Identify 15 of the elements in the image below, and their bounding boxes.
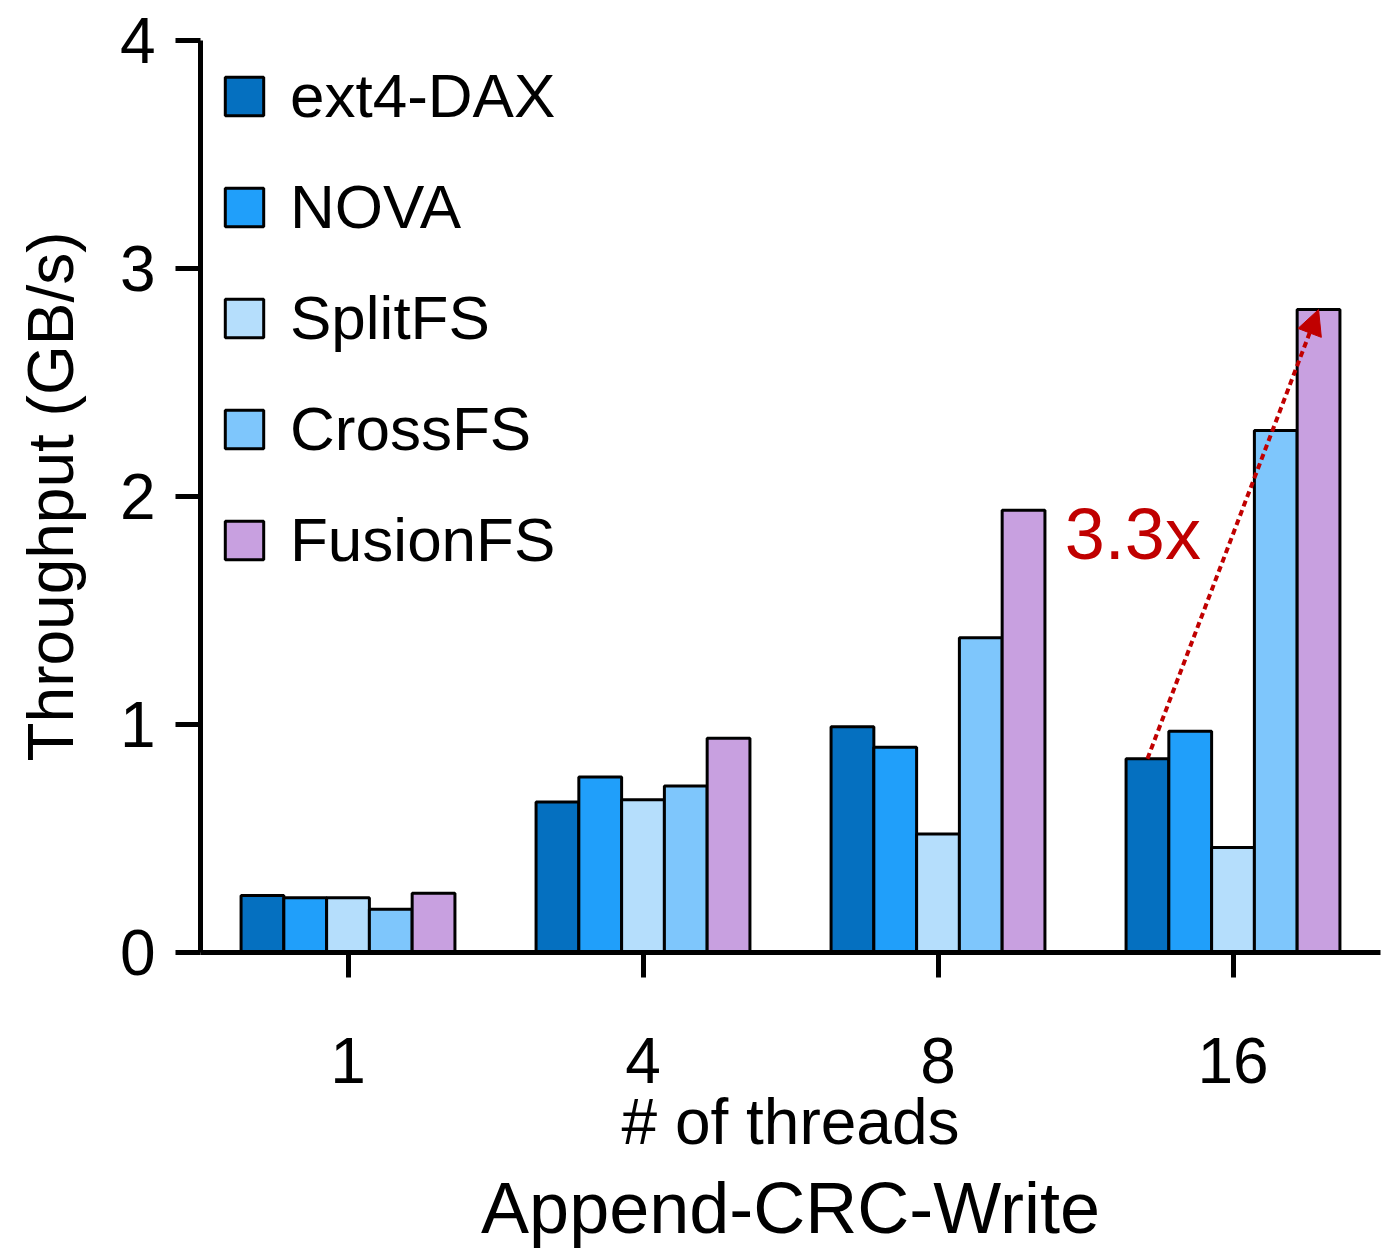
y-tick-label: 0 <box>119 917 156 989</box>
y-axis-title: Throughput (GB/s) <box>14 231 87 762</box>
x-tick-label: 16 <box>1197 1024 1269 1097</box>
legend-label: CrossFS <box>290 393 532 464</box>
legend-label: ext4-DAX <box>290 60 556 131</box>
legend-label: FusionFS <box>290 504 556 575</box>
y-tick-label: 1 <box>119 689 156 761</box>
text: Append-CRC-Write <box>481 1167 1100 1248</box>
x-tick-label: 1 <box>330 1024 366 1097</box>
y-tick-label: 2 <box>119 461 156 533</box>
annotation: 3.3x <box>1064 494 1201 575</box>
legend-label: NOVA <box>290 171 462 242</box>
y-tick-label: 4 <box>119 5 156 77</box>
legend-label: SplitFS <box>290 282 490 353</box>
y-tick-label: 3 <box>119 233 156 305</box>
